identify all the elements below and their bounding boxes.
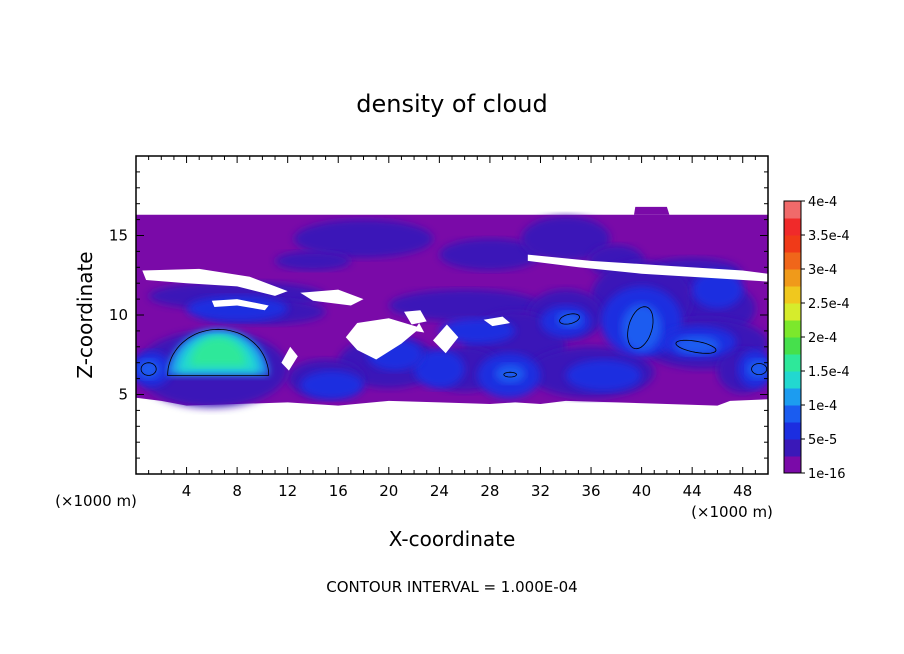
x-tick-label: 16: [329, 482, 348, 500]
density-core: [137, 359, 161, 379]
colorbar-swatch: [784, 269, 801, 287]
contour-line: [751, 363, 768, 376]
density-filament: [275, 251, 351, 271]
y-axis-label: Z-coordinate: [73, 251, 97, 378]
x-tick-label: 36: [581, 482, 600, 500]
density-filament: [294, 219, 434, 258]
contour-line: [627, 306, 654, 350]
x-tick-label: 44: [683, 482, 702, 500]
clear-gap: [433, 324, 459, 354]
contour-line: [675, 339, 717, 354]
chart-title: density of cloud: [356, 90, 547, 118]
x-unit-right: (×1000 m): [691, 503, 773, 521]
clear-gap: [345, 318, 421, 360]
colorbar-swatch: [784, 252, 801, 270]
cloud-cap-top: [634, 206, 670, 215]
colorbar-label: 2.5e-4: [808, 297, 850, 312]
contour-line: [503, 371, 517, 378]
colorbar-label: 2e-4: [808, 331, 837, 346]
core-dome-inner: [190, 337, 246, 366]
colorbar: 1e-16 5e-5 1e-4 1.5e-4 2e-4 2.5e-4 3e-4 3.5e-4 4…: [783, 195, 850, 482]
density-filament: [439, 238, 541, 271]
clear-gap: [483, 316, 511, 327]
density-cell: [692, 270, 743, 309]
colorbar-label: 1e-4: [808, 399, 837, 414]
colorbar-swatch: [784, 286, 801, 304]
colorbar-swatch: [784, 235, 801, 253]
y-axis: 5 10 15: [109, 171, 768, 459]
clear-gap: [211, 299, 269, 311]
density-cell: [186, 295, 288, 322]
colorbar-swatch: [784, 320, 801, 338]
y-tick-label: 15: [109, 227, 128, 245]
clear-gap: [142, 268, 288, 296]
x-axis-label: X-coordinate: [389, 527, 516, 551]
colorbar-label: 5e-5: [808, 433, 837, 448]
contour-line: [167, 328, 270, 376]
colorbar-label: 3.5e-4: [808, 229, 850, 244]
colorbar-swatch: [784, 456, 801, 474]
plot-area: [136, 206, 768, 408]
colorbar-swatch: [784, 354, 801, 372]
colorbar-swatch: [784, 439, 801, 457]
clear-gap: [414, 323, 425, 333]
density-cell: [565, 359, 642, 392]
x-tick-label: 8: [232, 482, 242, 500]
colorbar-swatch: [784, 388, 801, 406]
colorbar-swatch: [784, 405, 801, 423]
colorbar-label: 4e-4: [808, 195, 837, 210]
y-tick-label: 10: [109, 306, 128, 324]
colorbar-swatch: [784, 303, 801, 321]
colorbar-swatch: [784, 371, 801, 389]
density-core: [674, 335, 720, 355]
colorbar-swatch: [784, 337, 801, 355]
contour-line: [559, 313, 580, 325]
density-filament: [521, 216, 610, 261]
clear-gap: [300, 289, 364, 306]
x-tick-label: 32: [531, 482, 550, 500]
x-axis: 4 8 12 16 20 24 28 32 36 40 44 48: [148, 156, 756, 500]
density-cell: [300, 370, 364, 400]
x-unit-left: (×1000 m): [55, 492, 137, 510]
x-tick-label: 4: [182, 482, 192, 500]
x-tick-label: 48: [733, 482, 752, 500]
x-tick-label: 12: [278, 482, 297, 500]
clear-gap: [404, 310, 427, 325]
x-tick-label: 24: [430, 482, 449, 500]
clear-gap: [281, 346, 298, 371]
density-cell: [414, 349, 465, 389]
colorbar-swatch: [784, 218, 801, 236]
colorbar-swatch: [784, 201, 801, 219]
colorbar-label: 1e-16: [808, 467, 846, 482]
colorbar-label: 1.5e-4: [808, 365, 850, 380]
colorbar-swatch: [784, 422, 801, 440]
x-tick-label: 20: [379, 482, 398, 500]
x-tick-label: 40: [632, 482, 651, 500]
y-tick-label: 5: [118, 386, 128, 404]
contour-line: [140, 362, 157, 376]
colorbar-label: 3e-4: [808, 263, 837, 278]
density-core: [621, 303, 662, 352]
density-core: [494, 364, 526, 384]
x-tick-label: 28: [480, 482, 499, 500]
contour-interval-note: CONTOUR INTERVAL = 1.000E-04: [326, 578, 577, 596]
clear-gaps: [142, 254, 768, 371]
clear-gap: [527, 254, 768, 282]
